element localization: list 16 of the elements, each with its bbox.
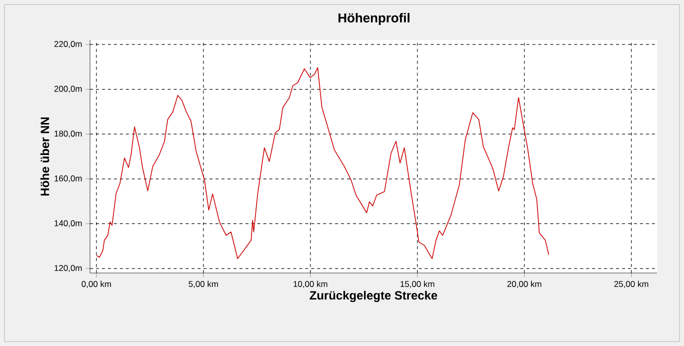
x-tick-label: 20,00 km [507, 280, 542, 288]
x-tick-label: 10,00 km [294, 280, 328, 288]
x-tick-label: 25,00 km [614, 280, 648, 288]
x-tick-label: 0,00 km [82, 280, 111, 288]
y-tick-label: 200,0m [54, 86, 82, 93]
y-tick-label: 160,0m [54, 175, 82, 182]
y-tick-label: 220,0m [54, 40, 82, 48]
y-tick-label: 180,0m [54, 130, 82, 138]
y-tick-label: 120,0m [54, 265, 82, 272]
line-series [96, 67, 550, 260]
chart-title: Höhenprofil [338, 12, 410, 26]
y-axis-title: Höhe über NN [40, 117, 50, 196]
y-tick-label: 140,0m [54, 220, 82, 228]
x-tick-label: 5,00 km [188, 280, 218, 288]
x-tick-label: 15,00 km [400, 280, 434, 288]
x-axis-title: Zurückgelegte Strecke [310, 290, 438, 302]
